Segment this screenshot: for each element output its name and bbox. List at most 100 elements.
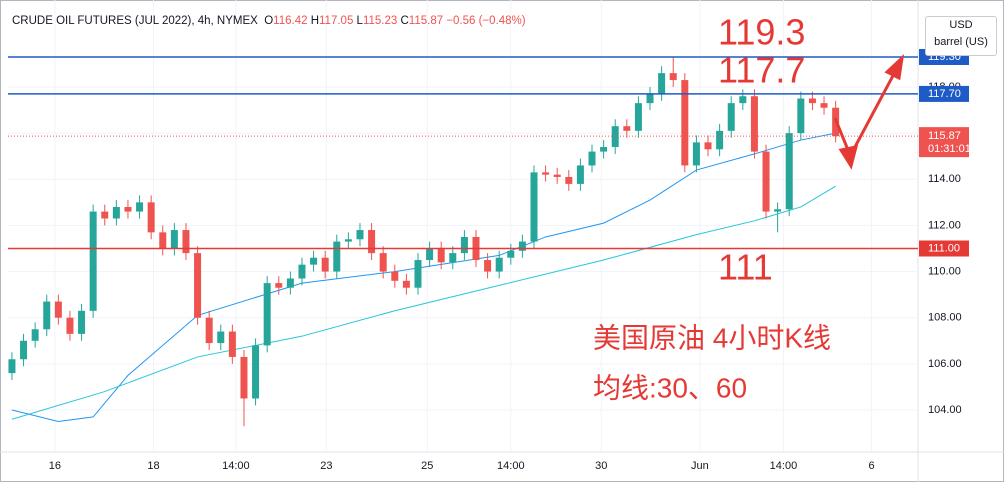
- candle-body: [159, 232, 167, 249]
- plot: [8, 0, 918, 452]
- candle-body: [66, 317, 74, 334]
- candle-body: [379, 253, 387, 272]
- candle-body: [774, 209, 782, 212]
- candle-body: [623, 126, 631, 131]
- candle-body: [391, 271, 399, 281]
- candle-body: [634, 103, 642, 131]
- ohlc-value: 115.23: [362, 15, 398, 27]
- symbol-title: CRUDE OIL FUTURES (JUL 2022), 4h, NYMEX: [12, 15, 258, 27]
- unit: barrel (US): [934, 36, 988, 48]
- candle-body: [124, 206, 132, 212]
- candle-body: [588, 151, 596, 166]
- candle-body: [762, 151, 770, 212]
- y-tick-label: 110.00: [928, 265, 961, 277]
- candle-body: [252, 345, 260, 399]
- arrow-down: [833, 117, 850, 151]
- y-tick-label: 114.00: [928, 173, 961, 185]
- candle-body: [576, 165, 584, 184]
- x-tick-label: Jun: [691, 460, 709, 472]
- ohlc-value: 116.42: [273, 15, 308, 27]
- candle-body: [54, 301, 62, 318]
- annotation: 117.7: [718, 50, 805, 91]
- y-tick-label: 106.00: [928, 358, 962, 370]
- ohlc-value: 117.05: [319, 15, 354, 27]
- ohlc-label: O: [264, 15, 274, 27]
- candle-body: [20, 340, 28, 360]
- change: −0.56 (−0.48%): [446, 15, 526, 27]
- x-tick-label: 25: [421, 460, 433, 472]
- candle-body: [205, 317, 213, 344]
- candle-body: [43, 301, 51, 330]
- annotation: 111: [718, 247, 773, 288]
- candle-body: [530, 172, 538, 242]
- candle-body: [368, 230, 376, 254]
- candle-body: [669, 73, 677, 81]
- candle-body: [194, 253, 202, 318]
- candle-body: [333, 241, 341, 272]
- currency: USD: [949, 19, 973, 31]
- level-label: 111.00: [928, 242, 960, 254]
- arrow-head: [884, 53, 905, 81]
- y-tick-label: 112.00: [928, 219, 961, 231]
- candle-body: [484, 260, 492, 272]
- y-tick-label: 108.00: [928, 312, 962, 324]
- candle-body: [460, 236, 468, 254]
- last-price-label: 115.87: [928, 130, 961, 142]
- candle-body: [797, 98, 805, 134]
- candle-body: [8, 359, 16, 374]
- candle-body: [600, 146, 608, 152]
- x-tick-label: 23: [320, 460, 332, 472]
- annotation: 美国原油 4小时K线: [593, 322, 831, 353]
- unit-box[interactable]: USD barrel (US): [925, 16, 997, 56]
- candle-body: [182, 230, 190, 254]
- axis: 104.00 106.00 108.00 110.00 112.00 114.00 116.…: [49, 12, 971, 472]
- arrow-up: [846, 71, 897, 161]
- y-tick-label: 104.00: [928, 404, 962, 416]
- arrows: [833, 53, 905, 170]
- candle-body: [310, 257, 318, 265]
- legend-header: CRUDE OIL FUTURES (JUL 2022), 4h, NYMEX …: [12, 15, 526, 27]
- candle-body: [739, 96, 747, 104]
- annotation: 119.3: [718, 12, 805, 53]
- candle-body: [507, 250, 515, 258]
- ohlc-label: H: [310, 15, 320, 27]
- candle-body: [240, 356, 248, 399]
- candle-body: [808, 98, 816, 104]
- ohlc-label: L: [356, 15, 363, 27]
- candle-body: [681, 80, 689, 166]
- level-box: [919, 240, 969, 257]
- x-tick-label: 14:00: [770, 460, 798, 472]
- candle-body: [263, 283, 271, 346]
- level-label: 117.70: [928, 88, 961, 100]
- candle-body: [565, 176, 573, 184]
- arrow-head: [838, 145, 859, 170]
- candle-body: [170, 230, 178, 249]
- candle-body: [692, 142, 700, 166]
- last-price-box: [919, 127, 969, 158]
- moving-average: [11, 185, 836, 420]
- countdown: 01:31:01: [928, 143, 971, 155]
- x-tick-label: 14:00: [222, 460, 250, 472]
- x-tick-label: 16: [49, 460, 61, 472]
- x-tick-label: 14:00: [497, 460, 525, 472]
- candle-body: [217, 331, 225, 344]
- candle-body: [518, 241, 526, 251]
- candle-body: [437, 248, 445, 263]
- candle-body: [344, 239, 352, 242]
- candle-body: [553, 174, 561, 177]
- candle-body: [414, 260, 422, 288]
- candle-body: [750, 96, 758, 152]
- candle-body: [542, 172, 550, 175]
- x-tick-label: 18: [147, 460, 159, 472]
- candle-body: [402, 280, 410, 288]
- candle-body: [147, 202, 155, 233]
- candle-body: [228, 331, 236, 357]
- ohlc: O116.42 H117.05 L115.23 C115.87: [264, 15, 446, 27]
- candle-body: [727, 103, 735, 131]
- candle-body: [785, 133, 793, 210]
- candle-body: [286, 278, 294, 288]
- candle-body: [136, 202, 144, 212]
- candle-body: [426, 248, 434, 261]
